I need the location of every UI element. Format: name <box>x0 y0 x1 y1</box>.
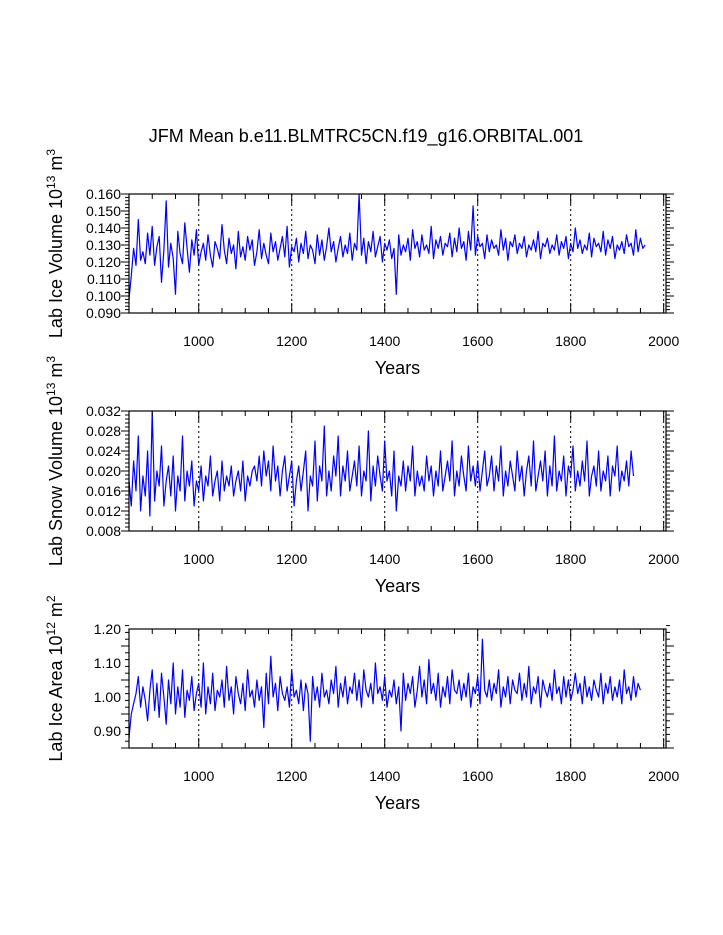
y-tick-label: 1.10 <box>94 655 121 671</box>
x-tick-label: 2000 <box>648 551 679 567</box>
y-tick-label: 0.032 <box>86 403 121 419</box>
y-tick-label: 0.90 <box>94 723 121 739</box>
figure-title: JFM Mean b.e11.BLMTRC5CN.f19_g16.ORBITAL… <box>149 126 584 147</box>
x-tick-label: 1400 <box>369 333 400 349</box>
y-tick-label: 0.120 <box>86 254 121 270</box>
chart-panel-1: 1000 1200 1400 1600 1800 20000.0900.1000.1100… <box>44 149 679 378</box>
y-tick-label: 0.024 <box>86 443 121 459</box>
plot-frame <box>128 628 667 749</box>
y-tick-label: 0.090 <box>86 305 121 321</box>
x-axis-title: Years <box>375 358 420 378</box>
y-axis-title: Lab Ice Volume 1013 m3 <box>44 149 66 338</box>
y-tick-label: 1.00 <box>94 689 121 705</box>
x-tick-label: 1600 <box>462 333 493 349</box>
x-tick-label: 1200 <box>276 768 307 784</box>
y-axis-title-exp: 12 <box>44 622 58 636</box>
plot-frame <box>128 193 667 314</box>
y-axis-title-unit: m <box>46 602 66 622</box>
x-tick-label: 2000 <box>648 333 679 349</box>
x-tick-label: 1200 <box>276 551 307 567</box>
x-tick-label: 1600 <box>462 768 493 784</box>
x-tick-label: 1800 <box>555 768 586 784</box>
x-axis-title: Years <box>375 576 420 596</box>
y-tick-label: 0.020 <box>86 463 121 479</box>
x-tick-label: 1600 <box>462 551 493 567</box>
y-axis-title-unit-exp: 3 <box>44 356 58 363</box>
x-tick-label: 1400 <box>369 768 400 784</box>
y-axis-title-unit: m <box>46 363 66 383</box>
y-axis-title-main: Lab Ice Volume 10 <box>46 189 66 338</box>
y-axis-title-unit: m <box>46 156 66 176</box>
y-axis-title-unit-exp: 3 <box>44 149 58 156</box>
y-tick-label: 0.100 <box>86 288 121 304</box>
y-tick-label: 0.028 <box>86 423 121 439</box>
series-line-lab-ice-area <box>128 638 641 742</box>
y-tick-label: 0.130 <box>86 237 121 253</box>
y-tick-label: 0.140 <box>86 220 121 236</box>
x-tick-label: 1000 <box>183 768 214 784</box>
y-tick-label: 0.110 <box>87 271 121 287</box>
y-tick-label: 0.150 <box>86 203 121 219</box>
x-tick-label: 1200 <box>276 333 307 349</box>
y-tick-label: 0.016 <box>86 483 121 499</box>
y-tick-label: 0.012 <box>86 503 121 519</box>
x-tick-label: 1000 <box>183 333 214 349</box>
chart-panel-3: 1000 1200 1400 1600 1800 2000 0.90 1.00 1.10 1.20… <box>44 595 679 813</box>
x-axis-title: Years <box>375 793 420 813</box>
x-tick-label: 1800 <box>555 551 586 567</box>
y-axis-title-main: Lab Ice Area 10 <box>46 635 66 761</box>
x-tick-label: 1800 <box>555 333 586 349</box>
series-line-lab-snow-volume <box>128 410 635 517</box>
chart-panel-2: 1000 1200 1400 1600 1800 2000 0.008 0.012 0.016 0… <box>44 356 679 596</box>
y-axis-title-exp: 13 <box>44 382 58 396</box>
x-tick-label: 1400 <box>369 551 400 567</box>
x-tick-label: 1000 <box>183 551 214 567</box>
y-axis-title: Lab Snow Volume 1013 m3 <box>44 356 66 566</box>
panels: 1000 1200 1400 1600 1800 20000.0900.1000.1100… <box>44 149 679 813</box>
x-tick-label: 2000 <box>648 768 679 784</box>
y-axis-title-unit-exp: 2 <box>44 595 58 602</box>
y-tick-label: 0.008 <box>86 523 121 539</box>
series-line-lab-ice-volume <box>128 193 646 300</box>
y-tick-label: 1.20 <box>94 621 121 637</box>
y-axis-title-main: Lab Snow Volume 10 <box>46 396 66 566</box>
y-tick-label: 0.160 <box>86 186 121 202</box>
y-axis-title-exp: 13 <box>44 175 58 189</box>
y-axis-title: Lab Ice Area 1012 m2 <box>44 595 66 761</box>
